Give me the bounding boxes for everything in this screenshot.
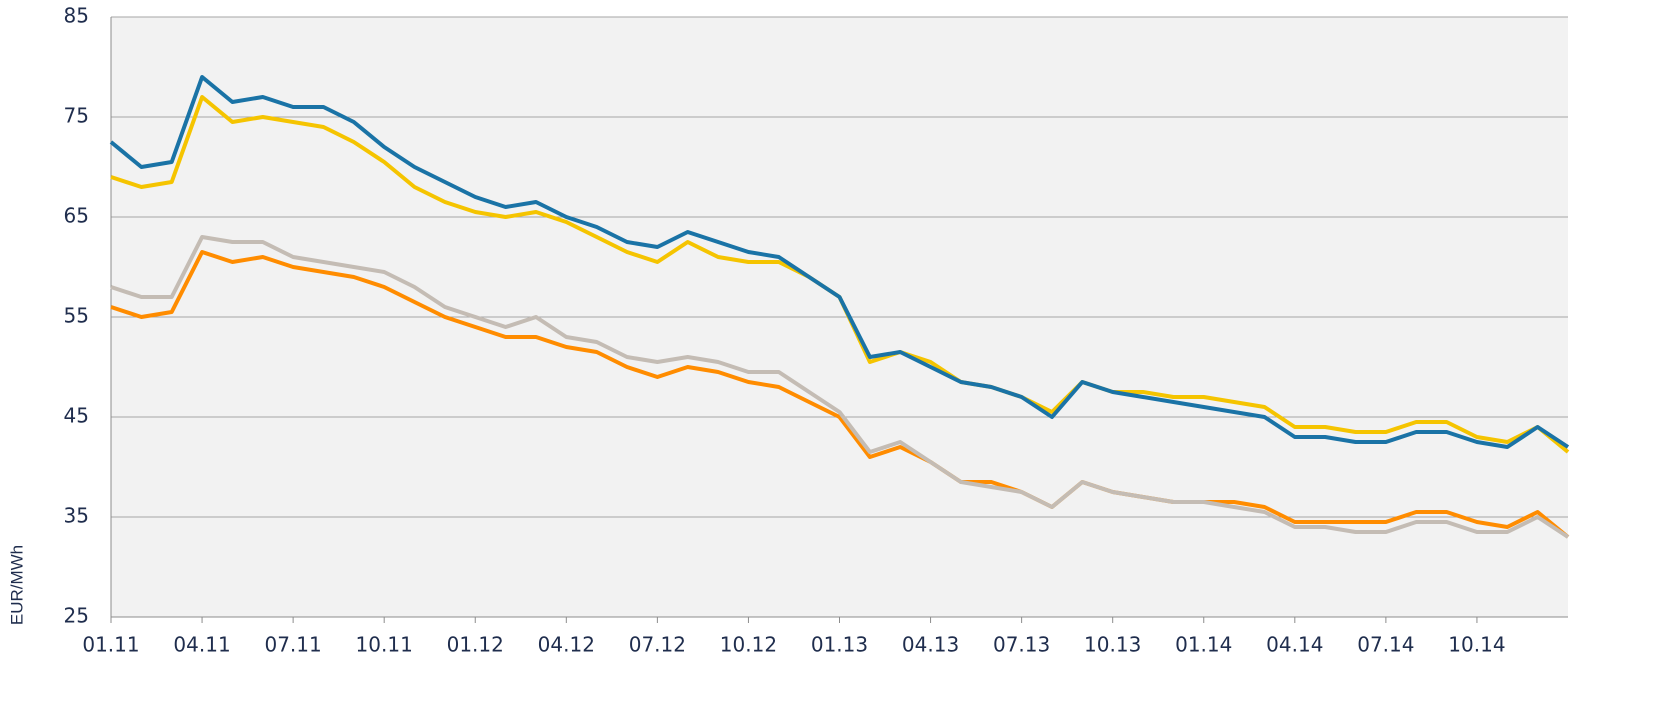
x-tick-label: 04.13 xyxy=(902,633,959,657)
x-tick-label: 01.11 xyxy=(82,633,139,657)
y-tick-label: 25 xyxy=(64,604,89,628)
y-tick-label: 45 xyxy=(64,404,89,428)
y-tick-label: 55 xyxy=(64,304,89,328)
y-tick-label: 85 xyxy=(64,4,89,28)
series-line xyxy=(109,75,1570,449)
x-tick-label: 10.13 xyxy=(1084,633,1141,657)
x-tick-label: 10.12 xyxy=(720,633,777,657)
y-tick-label: 35 xyxy=(64,504,89,528)
y-axis-label: EUR/MWh xyxy=(7,545,26,625)
x-tick-label: 07.14 xyxy=(1357,633,1414,657)
x-tick-label: 07.11 xyxy=(264,633,321,657)
x-tick-label: 01.13 xyxy=(811,633,868,657)
series-line xyxy=(110,250,1570,539)
x-tick-label: 04.11 xyxy=(173,633,230,657)
y-tick-label: 65 xyxy=(64,204,89,228)
x-tick-label: 10.11 xyxy=(356,633,413,657)
x-tick-label: 04.14 xyxy=(1266,633,1323,657)
y-tick-label: 75 xyxy=(64,104,89,128)
series-line xyxy=(110,235,1570,539)
x-tick-label: 07.12 xyxy=(629,633,686,657)
x-tick-label: 01.14 xyxy=(1175,633,1232,657)
x-tick-label: 10.14 xyxy=(1448,633,1505,657)
x-tick-label: 07.13 xyxy=(993,633,1050,657)
x-tick-label: 01.12 xyxy=(447,633,504,657)
x-tick-label: 04.12 xyxy=(538,633,595,657)
